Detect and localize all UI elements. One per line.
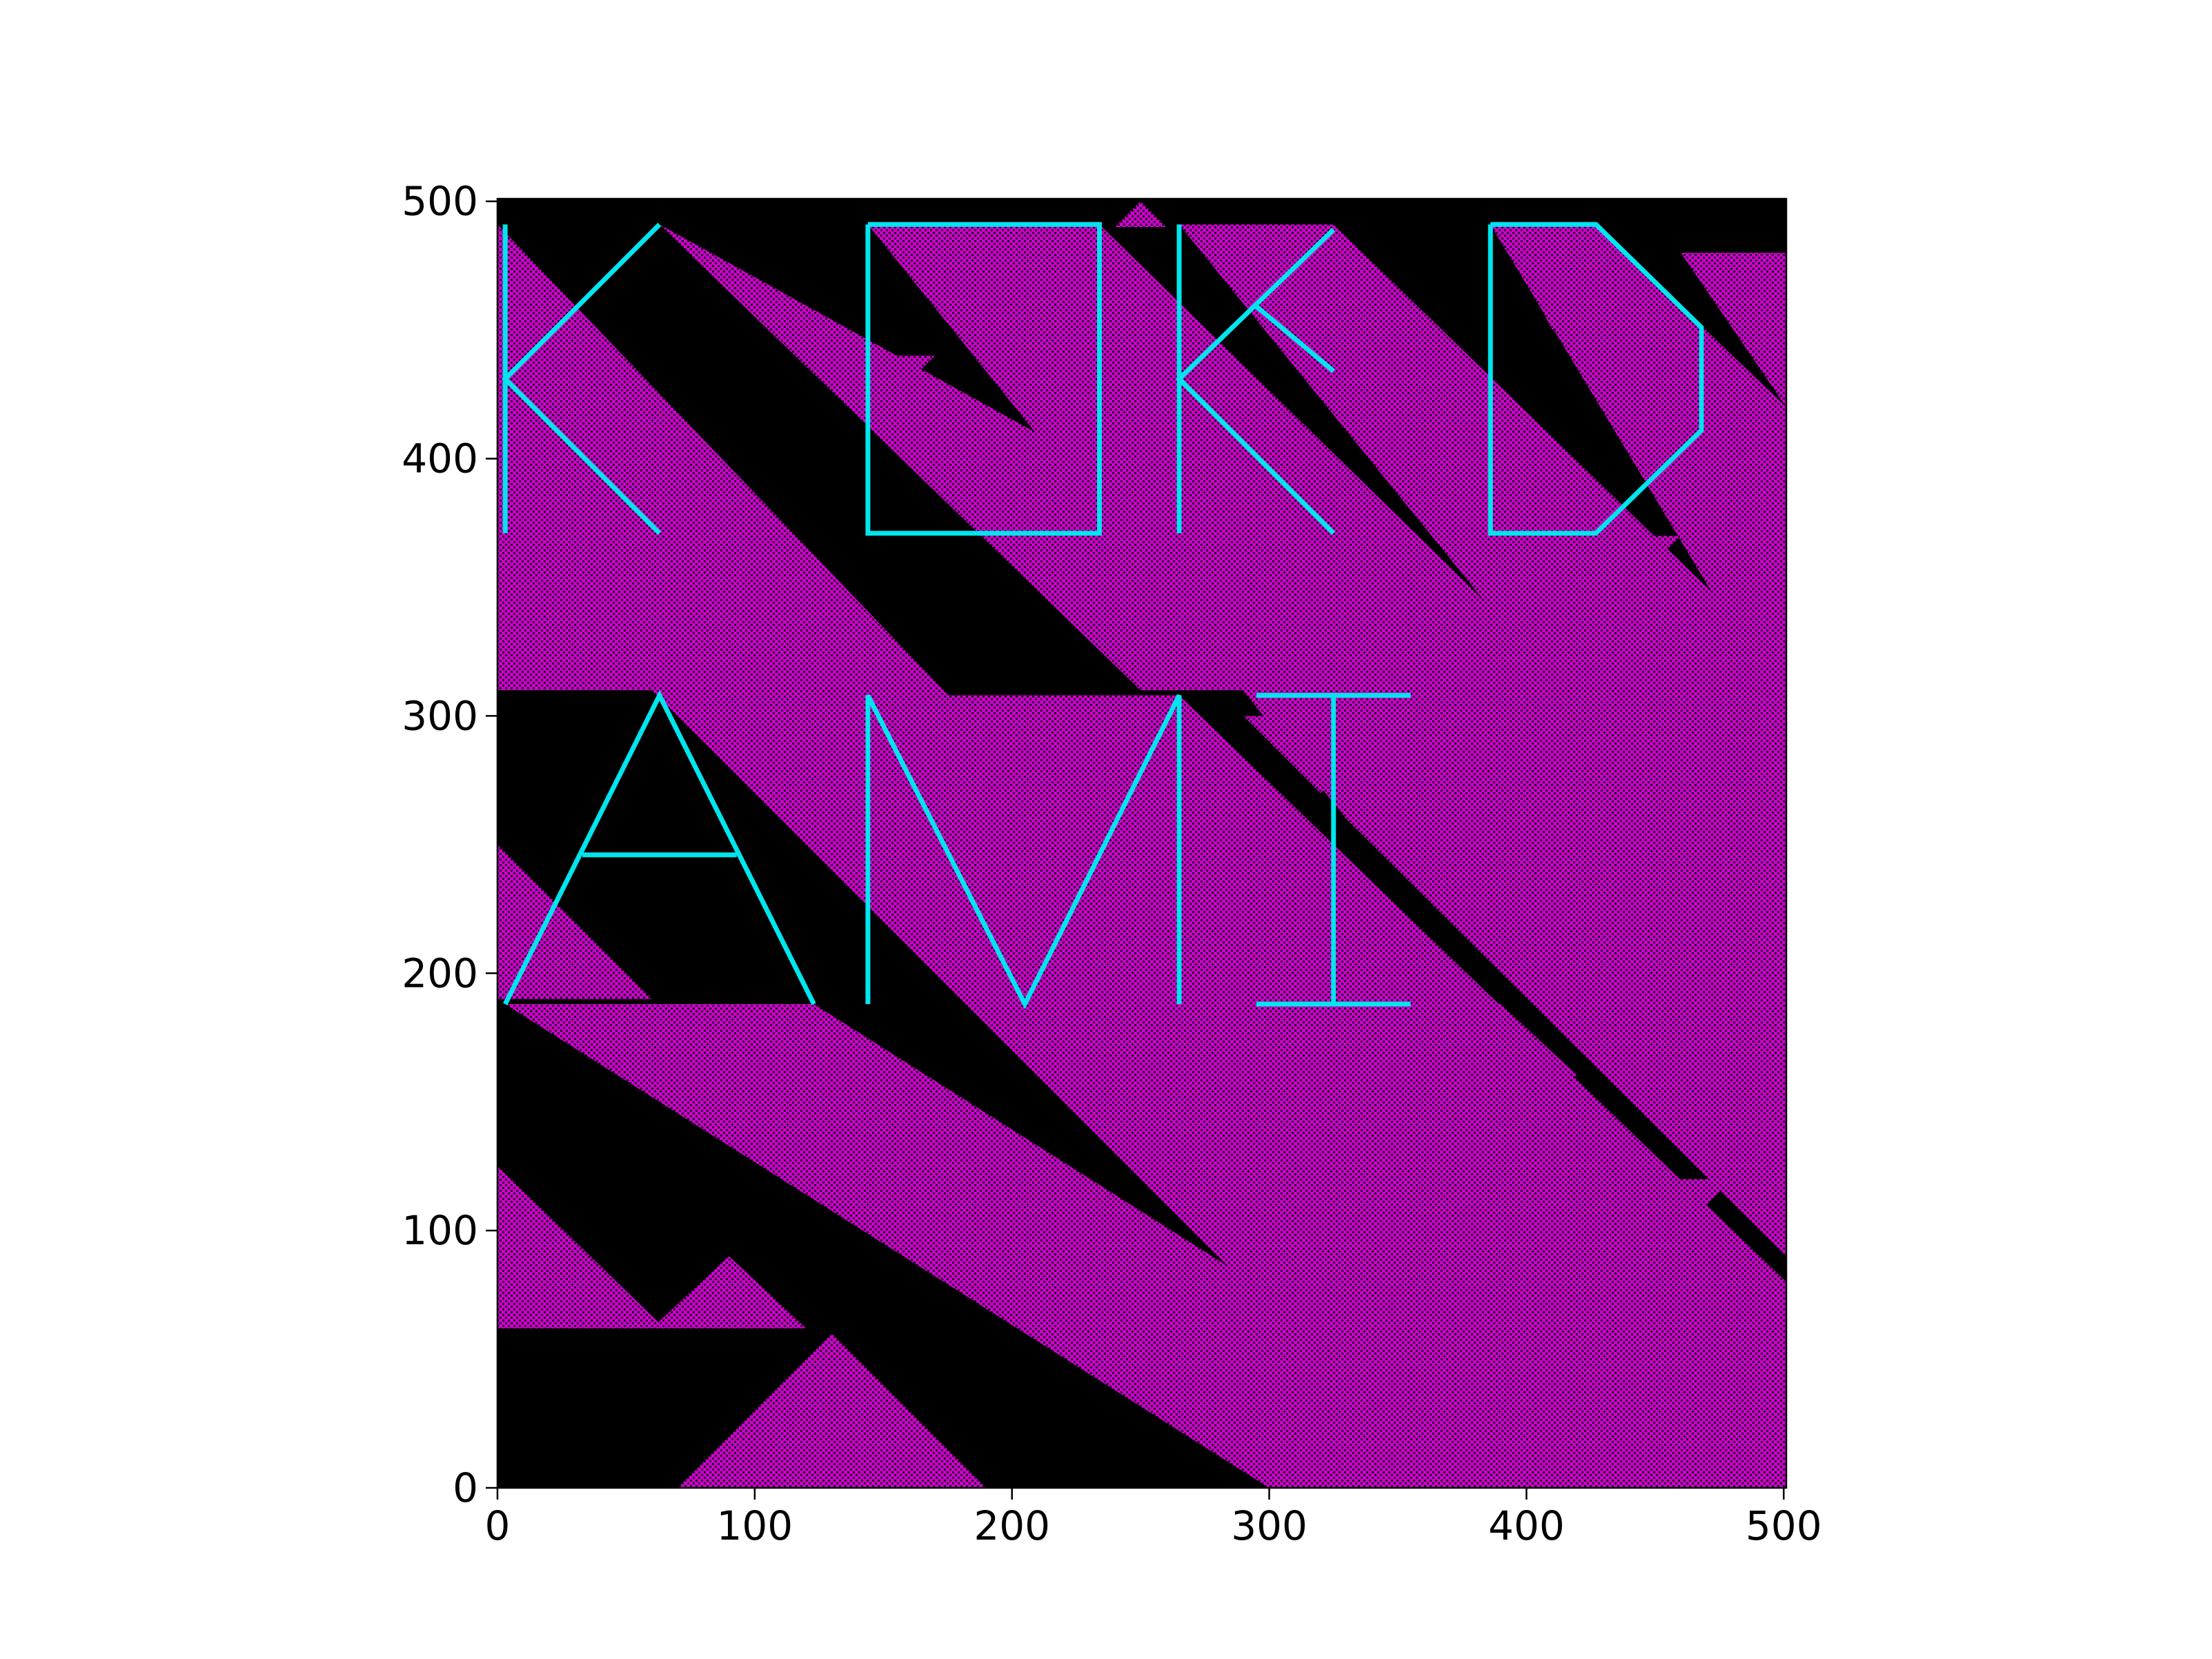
texture-triangle (497, 844, 652, 999)
diagonal-band (1179, 224, 1786, 974)
letter-stroke-k-2 (1176, 228, 1336, 536)
y-tick-label: 300 (402, 692, 478, 739)
y-tick-label: 400 (402, 435, 478, 482)
x-tick-label: 500 (1746, 1502, 1822, 1549)
diagonal-band (867, 695, 1786, 1488)
x-tick-label: 400 (1488, 1502, 1565, 1549)
plot-area (497, 199, 1786, 1488)
y-tick-label: 0 (453, 1464, 478, 1511)
y-tick-label: 200 (402, 950, 478, 997)
diagonal-band (505, 1004, 1578, 1488)
x-axis: 0 100 200 300 400 500 (485, 1488, 1822, 1549)
texture-triangle (1114, 201, 1167, 228)
texture-triangle (497, 1166, 665, 1328)
texture-triangle (677, 1333, 987, 1488)
y-axis: 0 100 200 300 400 500 (402, 178, 497, 1511)
x-tick-label: 300 (1231, 1502, 1307, 1549)
letter-stroke-m (865, 694, 1182, 1010)
texture-triangle (651, 1256, 807, 1328)
plot-frame (496, 197, 1788, 1489)
x-tick-label: 0 (485, 1502, 511, 1549)
letter-stroke-o (865, 222, 1102, 536)
texture-triangle (1681, 253, 1786, 408)
y-tick-label: 500 (402, 178, 478, 225)
letter-overlay (502, 222, 1704, 1010)
letter-stroke-d (1488, 222, 1704, 536)
letter-stroke-k-1 (502, 222, 662, 536)
axes: 0 100 200 300 400 500 0 100 200 300 400 500 (402, 178, 1821, 1549)
letter-stroke-k-2 (1252, 302, 1336, 373)
letter-stroke-a (503, 689, 816, 1005)
diagonal-band (1490, 224, 1786, 716)
x-tick-label: 200 (974, 1502, 1050, 1549)
y-tick-label: 100 (402, 1207, 478, 1254)
diagonal-band (659, 224, 1270, 691)
x-tick-label: 100 (716, 1502, 793, 1549)
